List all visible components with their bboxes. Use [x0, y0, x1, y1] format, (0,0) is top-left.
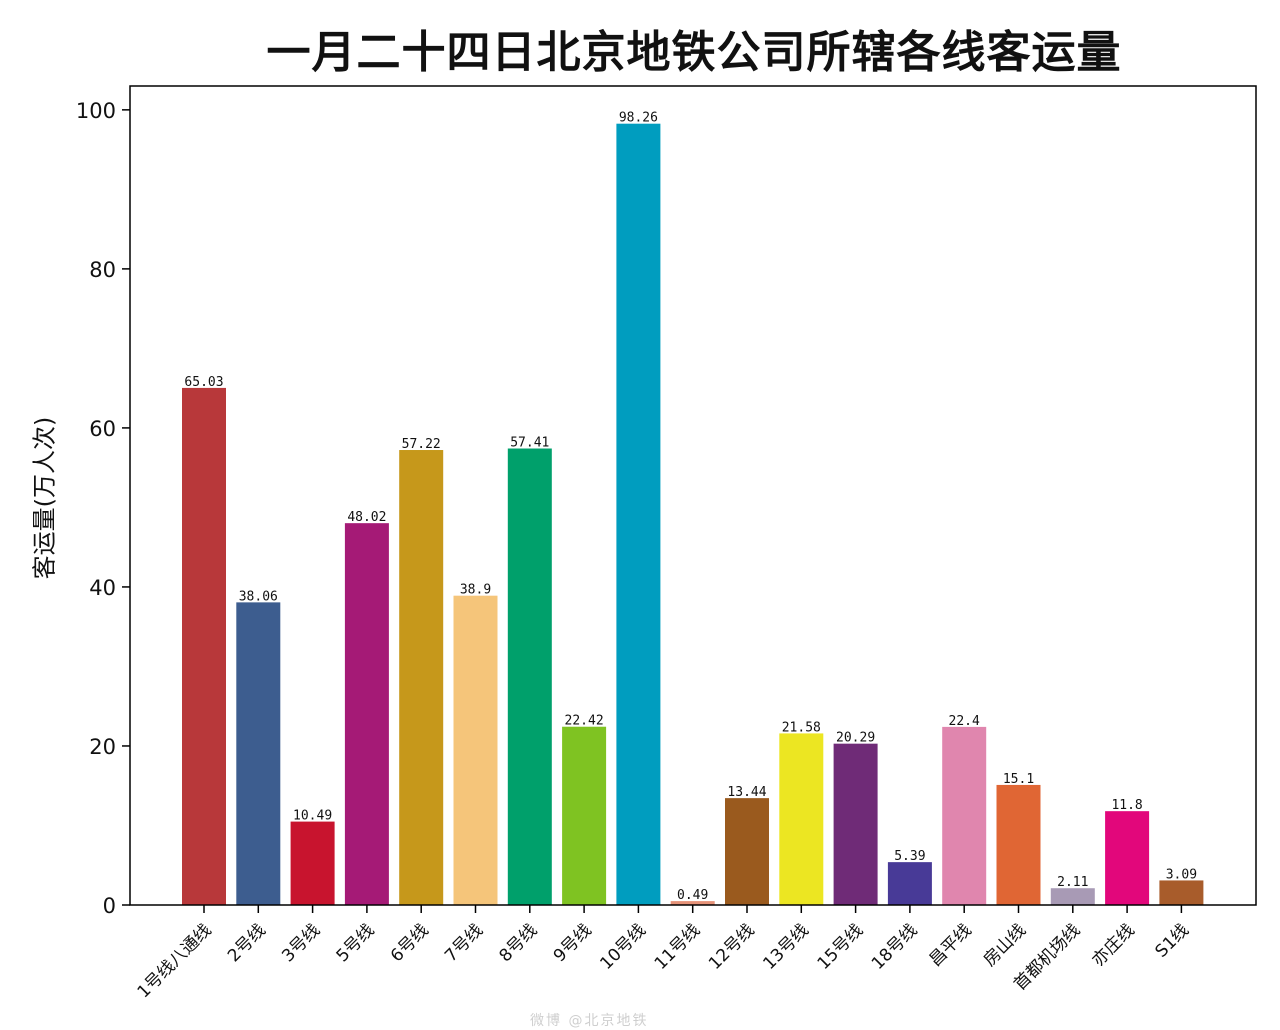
- y-tick-label: 0: [103, 894, 116, 918]
- bar-value-label: 3.09: [1166, 867, 1197, 882]
- bar-18: [1105, 811, 1150, 905]
- bar-6: [453, 595, 498, 905]
- bar-value-label: 21.58: [782, 720, 821, 735]
- y-tick-label: 20: [89, 735, 116, 759]
- x-tick-label: 房山线: [980, 920, 1030, 970]
- bar-value-label: 98.26: [619, 111, 658, 126]
- x-tick-label: 10号线: [596, 920, 649, 973]
- bar-value-label: 38.06: [239, 589, 278, 604]
- bar-7: [507, 448, 552, 905]
- bar-value-label: 38.9: [460, 583, 491, 598]
- x-tick-label: 7号线: [441, 920, 487, 966]
- bar-19: [1159, 880, 1204, 905]
- bar-8: [562, 726, 607, 905]
- bar-value-label: 65.03: [184, 375, 223, 390]
- x-tick-label: 1号线八通线: [134, 920, 216, 1002]
- y-tick-label: 40: [89, 576, 116, 600]
- bar-5: [399, 450, 444, 905]
- bar-value-label: 57.22: [402, 437, 441, 452]
- x-tick-label: 3号线: [278, 920, 324, 966]
- x-tick-label: 8号线: [495, 920, 541, 966]
- y-tick-label: 100: [76, 99, 116, 123]
- bar-value-label: 11.8: [1111, 798, 1142, 813]
- y-tick-label: 60: [89, 417, 116, 441]
- bar-value-label: 2.11: [1057, 875, 1088, 890]
- y-tick-label: 80: [89, 258, 116, 282]
- bar-value-label: 0.49: [677, 888, 708, 903]
- bar-2: [236, 602, 281, 905]
- x-tick-label: S1线: [1151, 920, 1192, 961]
- bar-value-label: 13.44: [727, 785, 766, 800]
- x-tick-label: 9号线: [550, 920, 596, 966]
- bar-16: [996, 784, 1041, 905]
- x-tick-label: 昌平线: [926, 920, 976, 970]
- bar-value-label: 22.42: [565, 714, 604, 729]
- bar-3: [290, 821, 335, 905]
- x-tick-label: 5号线: [333, 920, 379, 966]
- bar-9: [616, 123, 661, 906]
- bar-value-label: 20.29: [836, 731, 875, 746]
- watermark: 微博 @北京地铁: [530, 1013, 649, 1029]
- bar-4: [344, 523, 389, 905]
- chart-title: 一月二十四日北京地铁公司所辖各线客运量: [266, 27, 1122, 78]
- x-tick-label: 11号线: [651, 920, 704, 973]
- x-tick-label: 15号线: [814, 920, 867, 973]
- bar-value-label: 22.4: [949, 714, 980, 729]
- bar-value-label: 48.02: [347, 510, 386, 525]
- x-tick-label: 13号线: [759, 920, 812, 973]
- bar-value-label: 57.41: [510, 436, 549, 451]
- bar-13: [833, 743, 878, 905]
- x-tick-label: 12号线: [705, 920, 758, 973]
- bar-1: [182, 387, 226, 905]
- bar-10: [670, 901, 715, 905]
- plot-frame: [129, 85, 1257, 906]
- bar-17: [1050, 888, 1095, 905]
- bars-layer: 65.03 38.06 10.49 48.02 57.22 38.9 57.41 22.42 9…: [182, 111, 1204, 906]
- x-tick-label: 18号线: [868, 920, 921, 973]
- bar-value-label: 15.1: [1003, 772, 1034, 787]
- bar-value-label: 5.39: [894, 849, 925, 864]
- bar-15: [942, 726, 987, 905]
- bar-value-label: 10.49: [293, 809, 332, 824]
- bar-12: [779, 733, 824, 905]
- bar-14: [887, 862, 932, 905]
- x-tick-label: 2号线: [224, 920, 270, 966]
- x-tick-label: 6号线: [387, 920, 433, 966]
- x-tick-label: 亦庄线: [1088, 920, 1138, 970]
- bar-11: [725, 798, 769, 905]
